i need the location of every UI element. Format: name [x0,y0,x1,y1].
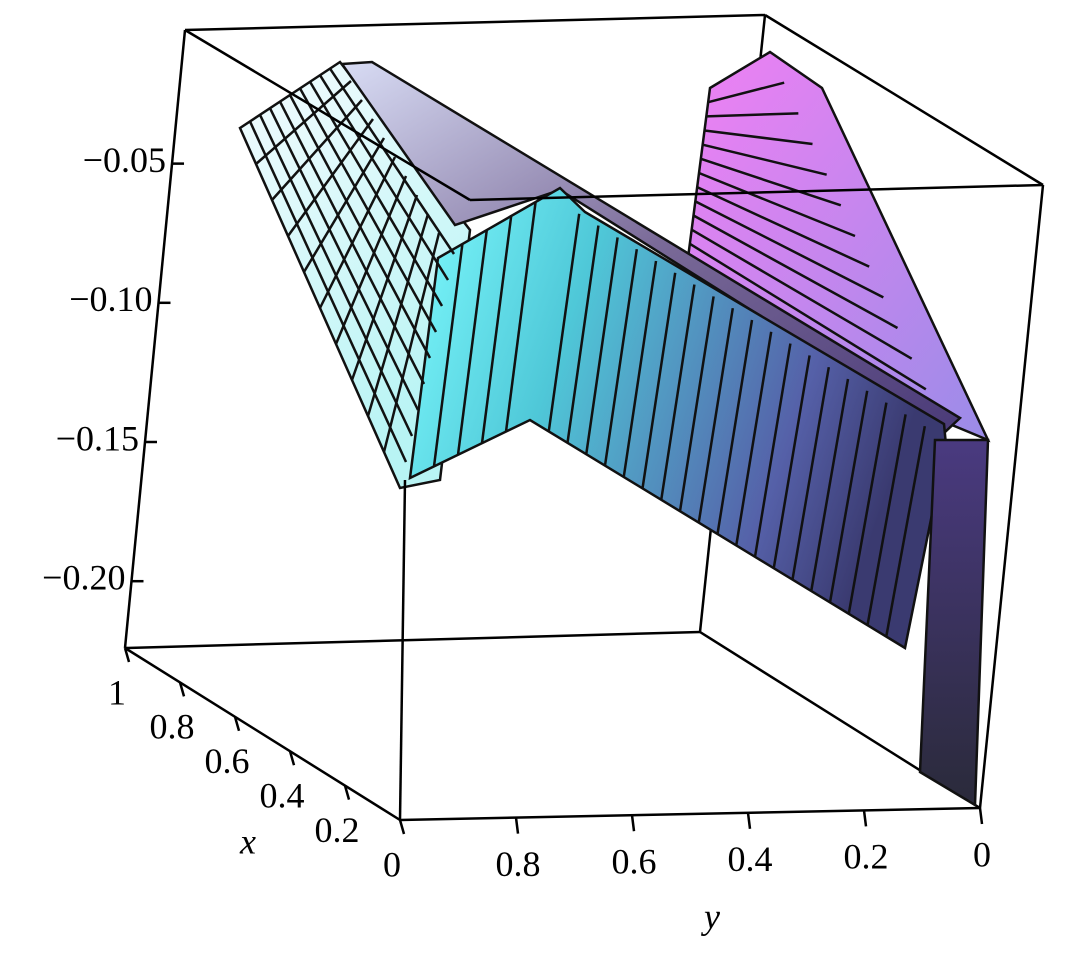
mesh-line [382,232,441,453]
x-tick [398,819,406,835]
y-tick-label: 0.6 [612,841,657,881]
mesh-line [298,87,438,333]
z-tick-label: −0.15 [56,418,139,458]
x-tick [288,750,296,766]
mesh-line [697,308,735,523]
mesh-line [660,284,696,500]
y-axis-label: y [701,896,720,936]
mesh-line [689,242,927,391]
mesh-line [328,67,456,255]
mesh-line [350,194,419,381]
mesh-line [791,366,831,580]
y-tick [630,815,636,832]
mesh-line [753,343,792,558]
x-tick [233,716,241,732]
mesh-line [698,171,856,238]
y-tick [978,807,984,825]
mesh-line [694,200,884,299]
mesh-line [288,94,432,359]
mesh-line [772,355,811,569]
mesh-line [691,228,913,360]
x-tick-label: 1 [108,672,126,712]
mesh-line [308,81,444,307]
mesh-line [641,272,677,489]
y-tick [514,817,520,834]
x-tick [343,785,351,800]
mesh-line [678,296,715,512]
dark-strip [918,438,990,808]
mesh-line [334,175,408,345]
mesh-line [696,186,870,268]
surface [238,50,991,808]
mesh-line [302,137,386,273]
x-tick-label: 0.2 [315,810,360,850]
mesh-line [706,112,799,118]
z-tick-label: −0.20 [42,557,125,597]
y-tick [746,812,752,829]
x-tick [123,647,131,663]
mesh-line [622,260,658,478]
y-tick-label: 0.8 [496,844,541,884]
mesh-line [566,225,600,443]
mesh-line [585,237,619,455]
mesh-line [735,331,773,546]
y-tick-label: 0 [973,834,991,874]
mesh-line [480,215,513,444]
mesh-line [704,129,813,146]
mesh-line [366,213,430,417]
mesh-line [716,319,754,535]
mesh-line [828,390,869,603]
mesh-lines [248,67,927,637]
mesh-line [810,378,850,592]
mesh-line [504,201,537,432]
x-tick-label: 0.8 [150,707,195,747]
mesh-line [318,74,450,281]
mesh-line [318,156,397,309]
y-tick [862,810,868,827]
mesh-line [547,213,581,432]
mesh-line [603,249,639,466]
mesh-line [885,425,927,637]
mesh-line [707,81,785,104]
mesh-line [847,402,888,615]
mesh-line [432,243,464,467]
x-tick-label: 0 [383,844,401,884]
z-tick-label: −0.10 [69,279,152,319]
z-tick-label: −0.05 [83,140,166,180]
x-axis-label: x [239,821,256,861]
plot-box-front [123,28,1045,822]
y-tick-label: 0.4 [728,839,773,879]
x-tick-label: 0.4 [260,775,305,815]
x-tick-label: 0.6 [205,741,250,781]
x-tick [178,682,186,697]
y-tick-label: 0.2 [844,837,889,877]
mesh-line [700,157,842,207]
mesh-line [456,229,489,455]
mesh-line [692,214,899,330]
mesh-line [702,143,827,176]
mesh-line [866,414,907,626]
